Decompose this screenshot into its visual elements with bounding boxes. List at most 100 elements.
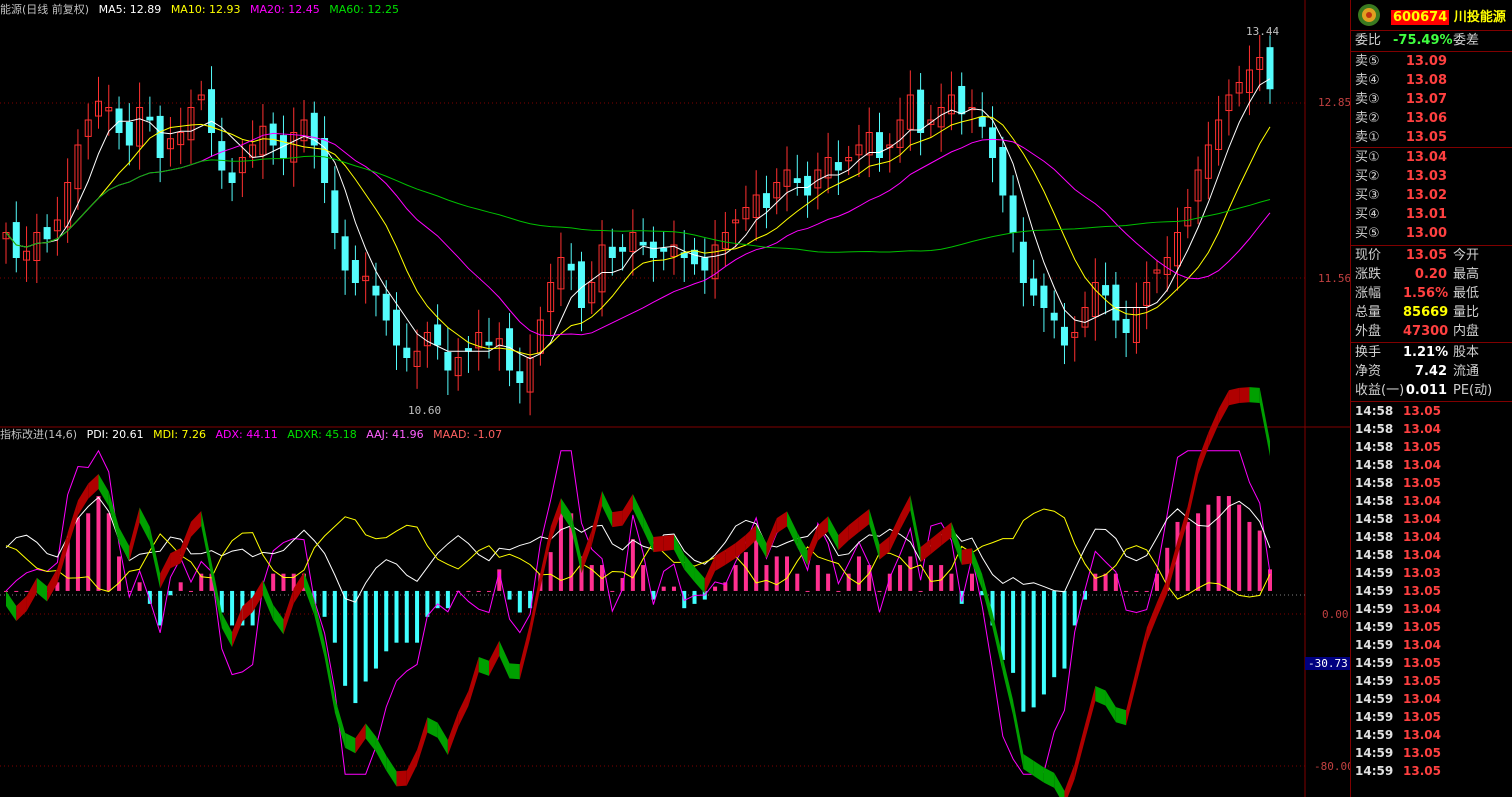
quote-row-value: 13.05 [1405,248,1447,263]
trend-band [88,473,99,499]
trend-band [807,525,818,566]
fin-row-label2: PE(动) [1453,383,1493,398]
trend-band [992,612,1003,673]
tick-price: 13.03 [1403,566,1441,580]
ask-row: 卖④ 13.08 [1353,71,1512,90]
candle-body [454,357,462,377]
macd-bar [949,573,954,591]
candle-body [557,257,565,290]
candle-body [1266,47,1274,90]
macd-bar [1165,547,1170,591]
candle-body [269,123,277,146]
macd-bar [610,590,615,592]
candle-body [74,144,82,190]
macd-bar [1268,569,1272,591]
candle-body [1235,82,1243,94]
macd-bar [404,590,409,643]
tick-price: 13.05 [1403,764,1441,778]
macd-bar [127,590,132,592]
ask-row-value: 13.09 [1405,54,1447,69]
macd-bar [394,590,399,643]
bid-row-value: 13.04 [1405,150,1447,165]
macd-bar [1206,504,1211,591]
trend-band [776,511,788,534]
quote-row-value: 1.56% [1403,286,1449,301]
macd-bar [291,573,296,591]
macd-bar [1000,590,1005,660]
candle-body [1122,318,1130,334]
macd-bar [168,590,173,596]
bid-row: 买④ 13.01 [1353,205,1512,224]
macd-bar [1011,590,1016,673]
candle-body [1050,312,1058,321]
tick-time: 14:59 [1355,674,1394,688]
candle-body [105,107,113,112]
candle-body [577,261,585,308]
trend-band [684,554,695,582]
trend-band [324,642,335,713]
macd-bar [630,539,635,591]
trend-band [745,524,757,550]
candle-body [197,94,205,101]
kline-chart[interactable] [0,0,1350,797]
trend-band [1218,390,1229,425]
fin-row-label: 换手 [1355,345,1382,360]
candle-body [670,244,678,257]
candle-body [1102,285,1110,296]
macd-bar [579,556,584,591]
candle-body [1204,144,1212,179]
macd-bar [723,582,728,591]
trend-band [1167,540,1178,594]
trend-band [797,532,808,566]
trend-band [386,755,397,787]
indicator-legend: 指标改进(14,6) PDI: 20.61 MDI: 7.26 ADX: 44.… [0,428,508,442]
candle-body [865,132,873,156]
trend-band [1064,763,1075,797]
tick-row: 14:59 13.05 [1353,744,1512,762]
trend-band [509,663,520,680]
trend-band [406,749,418,786]
trend-band [632,493,644,531]
bid-row-value: 13.01 [1405,207,1447,222]
adxr-label: ADXR: 45.18 [287,428,357,441]
candle-body [649,241,657,258]
trend-band [160,553,171,589]
macd-bar [856,556,861,591]
trend-band [139,507,150,543]
trend-band [1187,459,1199,521]
tick-price: 13.05 [1403,584,1441,598]
ask-row-value: 13.06 [1405,111,1447,126]
weicha-label: 委差 [1453,33,1480,48]
bid-row-label: 买④ [1355,207,1380,222]
tick-row: 14:59 13.04 [1353,600,1512,618]
macd-bar [55,582,60,591]
price-axis-label: 12.85 [1318,96,1352,109]
trend-band [715,549,726,571]
trend-band [530,572,541,639]
trend-band [129,507,140,562]
chart-area[interactable]: 能源(日线 前复权) MA5: 12.89 MA10: 12.93 MA20: … [0,0,1354,797]
trend-band [971,548,983,590]
candle-body [12,222,20,259]
candle-body [177,132,185,146]
tick-price: 13.05 [1403,746,1441,760]
macd-bar [199,573,204,591]
candle-body [1019,241,1027,283]
candle-body [156,115,164,158]
macd-bar [548,552,553,591]
tick-time: 14:58 [1355,530,1394,544]
trend-band [673,534,685,570]
macd-bar [188,590,193,592]
trend-band [756,524,767,559]
macd-bar [373,590,378,669]
trend-band [345,732,356,754]
macd-bar [230,590,235,626]
candle-body [495,338,503,347]
macd-bar [1185,521,1190,591]
tick-price: 13.05 [1403,620,1441,634]
trend-band [119,527,130,562]
trend-band [1156,578,1168,618]
trend-band [478,656,489,676]
bid-row-value: 13.02 [1405,188,1447,203]
tick-time: 14:59 [1355,692,1394,706]
